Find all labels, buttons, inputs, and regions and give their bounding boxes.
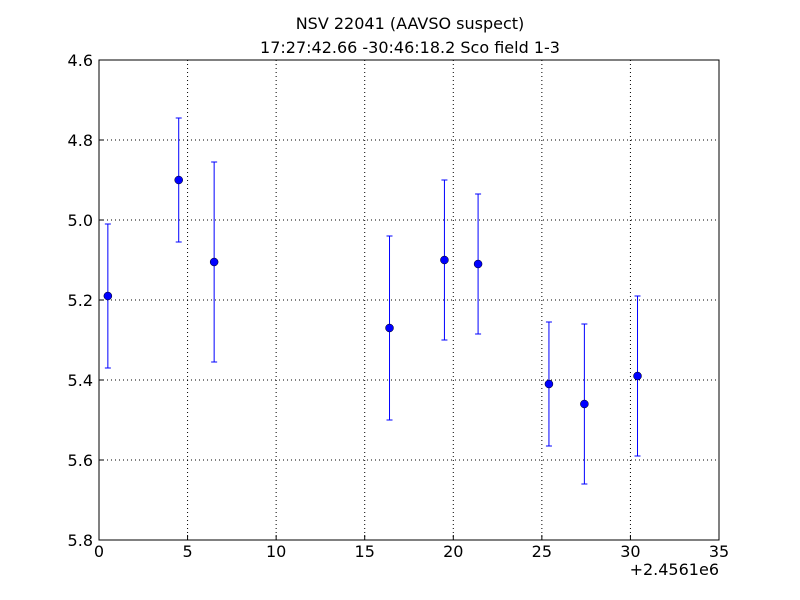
plot-frame [98, 59, 720, 541]
x-tick-label: 15 [355, 542, 375, 561]
y-tick-label: 5.0 [68, 211, 93, 230]
data-point [174, 175, 183, 185]
x-tick-label: 5 [182, 542, 192, 561]
data-point [209, 257, 219, 267]
x-tick-label: 20 [443, 542, 463, 561]
data-point [385, 323, 394, 333]
y-tick-label: 4.6 [68, 51, 93, 70]
y-tick-label: 5.8 [68, 531, 93, 550]
x-tick-label: 0 [94, 542, 104, 561]
y-tick-label: 4.8 [68, 131, 93, 150]
y-tick-label: 5.2 [68, 291, 93, 310]
y-tick-label: 5.4 [68, 371, 93, 390]
x-tick-label: 35 [709, 542, 729, 561]
chart-subtitle: 17:27:42.66 -30:46:18.2 Sco field 1-3 [260, 38, 560, 57]
data-point [440, 255, 449, 265]
data-point [103, 291, 113, 301]
chart-title: NSV 22041 (AAVSO suspect) [296, 14, 525, 33]
data-point [473, 259, 483, 269]
x-tick-label: 30 [620, 542, 640, 561]
data-point [580, 399, 589, 409]
data-point [633, 371, 642, 381]
x-tick-label: 10 [266, 542, 286, 561]
y-tick-label: 5.6 [68, 451, 93, 470]
data-point [544, 379, 554, 389]
x-offset-label: +2.4561e6 [630, 560, 719, 579]
x-tick-label: 25 [532, 542, 552, 561]
